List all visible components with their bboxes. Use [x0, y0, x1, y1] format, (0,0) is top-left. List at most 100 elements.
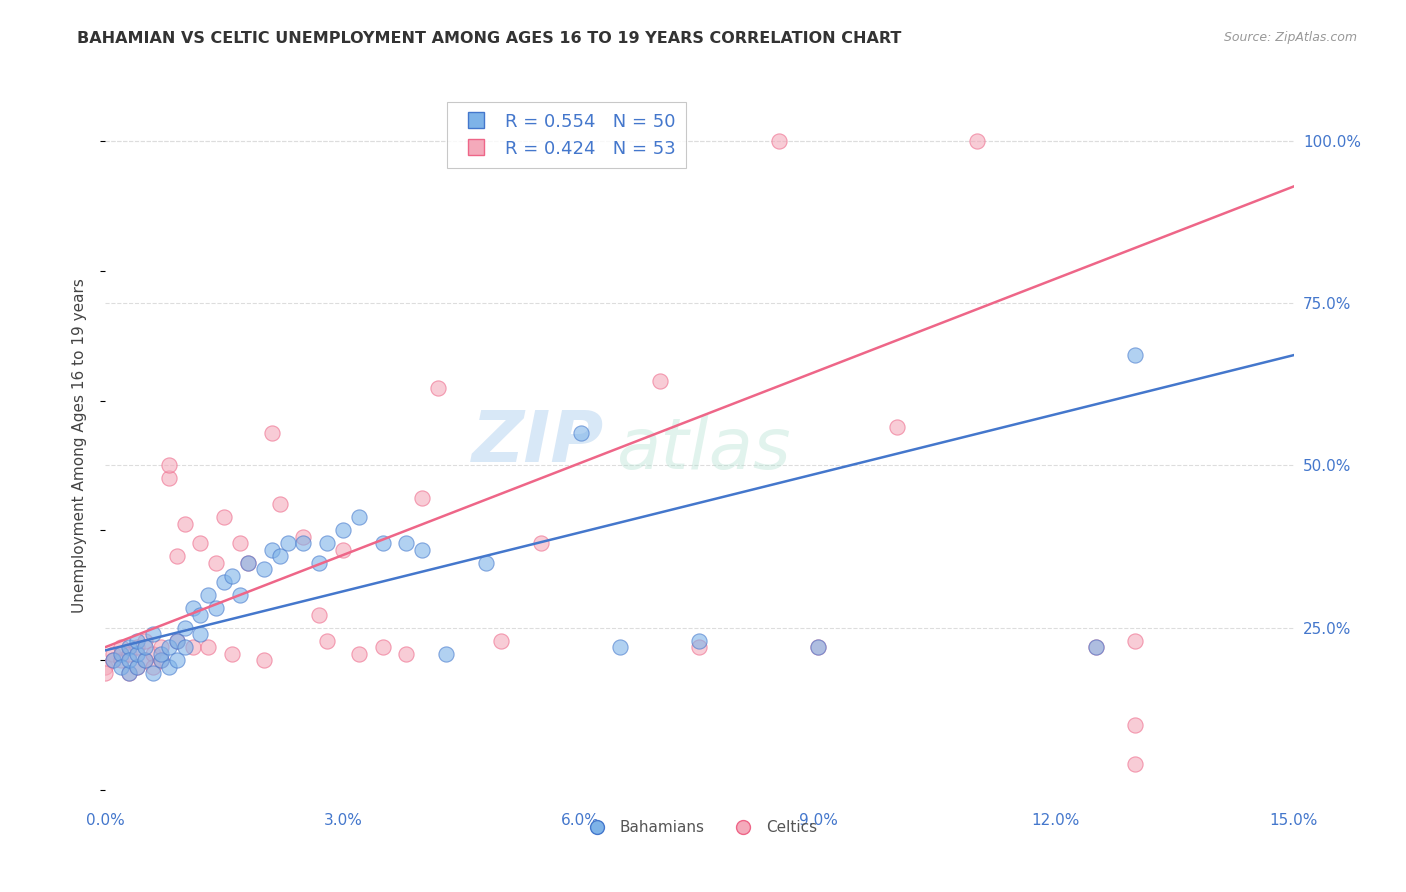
Text: BAHAMIAN VS CELTIC UNEMPLOYMENT AMONG AGES 16 TO 19 YEARS CORRELATION CHART: BAHAMIAN VS CELTIC UNEMPLOYMENT AMONG AG… [77, 31, 901, 46]
Point [260, 425, 283, 440]
Point [316, 633, 339, 648]
Text: ZIP: ZIP [472, 408, 605, 477]
Point [118, 666, 141, 681]
Point [134, 640, 156, 654]
Point [181, 601, 204, 615]
Point [253, 653, 276, 667]
Point [157, 458, 180, 473]
Point [434, 647, 457, 661]
Point [118, 640, 141, 654]
Point [966, 134, 988, 148]
Point [269, 549, 291, 564]
Point [253, 562, 276, 576]
Point [197, 640, 219, 654]
Point [308, 607, 330, 622]
Point [292, 530, 315, 544]
Point [347, 510, 370, 524]
Point [118, 666, 141, 681]
Point [190, 627, 212, 641]
Point [134, 653, 156, 667]
Point [1123, 756, 1146, 771]
Point [142, 627, 165, 641]
Point [118, 653, 141, 667]
Point [807, 640, 830, 654]
Point [308, 556, 330, 570]
Point [205, 556, 228, 570]
Point [411, 491, 433, 505]
Point [118, 647, 141, 661]
Point [269, 497, 291, 511]
Point [103, 647, 125, 661]
Point [205, 601, 228, 615]
Point [491, 633, 513, 648]
Point [110, 659, 132, 673]
Point [371, 536, 394, 550]
Point [768, 134, 790, 148]
Point [197, 588, 219, 602]
Point [157, 471, 180, 485]
Point [190, 607, 212, 622]
Point [332, 542, 354, 557]
Point [395, 647, 418, 661]
Point [110, 653, 132, 667]
Point [807, 640, 830, 654]
Point [127, 633, 149, 648]
Point [166, 633, 188, 648]
Point [173, 621, 195, 635]
Point [1123, 633, 1146, 648]
Point [127, 647, 149, 661]
Point [157, 640, 180, 654]
Point [142, 647, 165, 661]
Point [94, 666, 117, 681]
Point [103, 653, 125, 667]
Point [371, 640, 394, 654]
Point [127, 659, 149, 673]
Point [427, 381, 450, 395]
Point [149, 640, 172, 654]
Point [142, 659, 165, 673]
Point [214, 510, 236, 524]
Point [569, 425, 592, 440]
Text: Source: ZipAtlas.com: Source: ZipAtlas.com [1223, 31, 1357, 45]
Point [277, 536, 299, 550]
Point [221, 647, 243, 661]
Point [229, 536, 252, 550]
Point [166, 549, 188, 564]
Point [886, 419, 908, 434]
Point [214, 575, 236, 590]
Point [609, 640, 631, 654]
Point [149, 653, 172, 667]
Point [149, 647, 172, 661]
Point [292, 536, 315, 550]
Legend: Bahamians, Celtics: Bahamians, Celtics [575, 814, 824, 841]
Point [221, 568, 243, 582]
Text: atlas: atlas [616, 415, 792, 484]
Point [260, 542, 283, 557]
Point [1084, 640, 1107, 654]
Point [142, 666, 165, 681]
Point [157, 659, 180, 673]
Point [166, 633, 188, 648]
Point [347, 647, 370, 661]
Point [149, 653, 172, 667]
Point [236, 556, 259, 570]
Point [395, 536, 418, 550]
Point [127, 640, 149, 654]
Point [316, 536, 339, 550]
Point [110, 647, 132, 661]
Point [94, 659, 117, 673]
Point [1084, 640, 1107, 654]
Point [689, 640, 711, 654]
Y-axis label: Unemployment Among Ages 16 to 19 years: Unemployment Among Ages 16 to 19 years [72, 278, 87, 614]
Point [530, 536, 553, 550]
Point [181, 640, 204, 654]
Point [236, 556, 259, 570]
Point [689, 633, 711, 648]
Point [229, 588, 252, 602]
Point [332, 524, 354, 538]
Point [648, 374, 671, 388]
Point [411, 542, 433, 557]
Point [134, 633, 156, 648]
Point [173, 640, 195, 654]
Point [127, 659, 149, 673]
